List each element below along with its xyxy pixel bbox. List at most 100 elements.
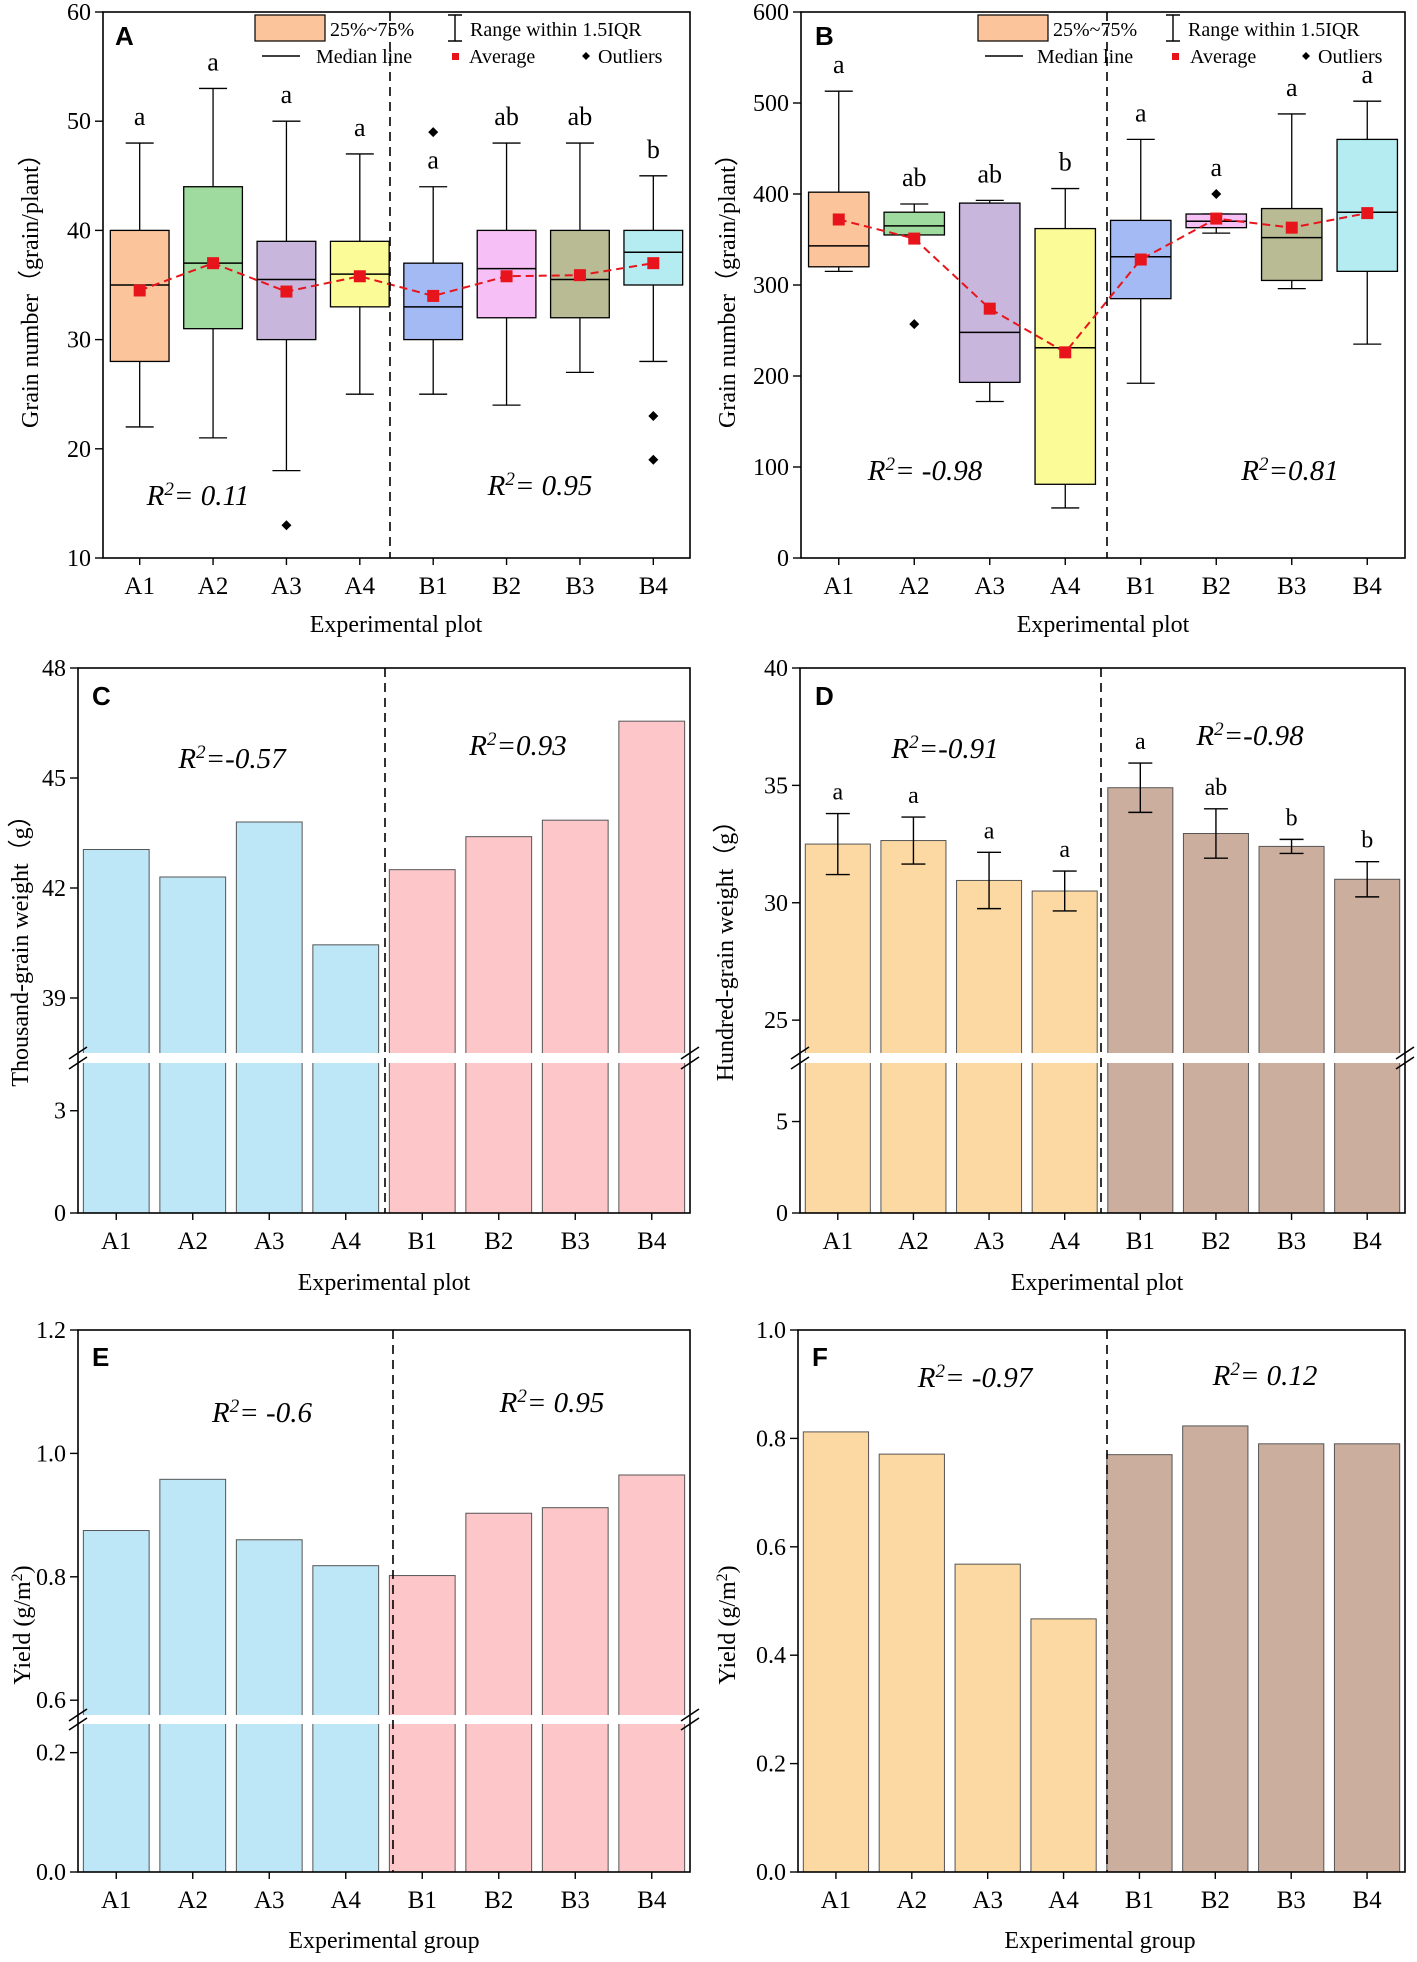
significance-letter: a [984,818,995,844]
y-axis-label-text: Thousand-grain weight（g） [8,803,34,1086]
y-axis-label: Thousand-grain weight（g） [8,803,34,1086]
x-tick-label: A3 [254,1887,285,1914]
bar-A2 [880,840,947,1214]
x-axis-label: Experimental plot [310,612,483,638]
y-tick-label: 300 [753,273,789,299]
r2-label-a-group-value: = -0.97 [945,1362,1034,1394]
legend-range-symbol [1166,14,1180,42]
significance-letter: a [1210,153,1222,182]
r2-label-a-group: R2= -0.6 [211,1396,312,1430]
significance-letter: a [1361,60,1373,89]
y-tick-label: 0 [54,1201,66,1227]
x-tick-label: B1 [408,1887,437,1914]
y-tick-label: 200 [753,364,789,390]
y-tick-label: 0.2 [756,1752,786,1778]
significance-letter: ab [568,102,593,131]
plot-frame [77,1329,691,1873]
mean-marker [207,257,220,270]
plot-frame [800,11,1406,559]
y-tick-label: 42 [42,876,66,902]
legend: 25%~75% Range within 1.5IQR Median line Ave… [254,14,663,68]
box-B4 [1336,138,1399,272]
bar-B4 [618,1474,686,1873]
r2-label-b-group-r: R [1240,455,1259,487]
bar-A4 [312,944,380,1214]
r2-label-a-group: R2=-0.57 [177,742,287,776]
y-tick-label: 20 [67,437,91,463]
r2-label-b-group-r: R [1195,720,1214,752]
r2-label-b-group-r: R [468,730,487,762]
bar-B3 [1258,845,1325,1214]
significance-letter: ab [494,102,519,131]
panel-E: 0.6 0.8 1.0 1.2 0.0 0.2 A1 A2 A3 A4 B1 B2 B3 B4 E Yield… [9,1318,702,1954]
bar-B2 [1182,833,1249,1214]
r2-label-a-group-r: R [917,1362,936,1394]
significance-letter: b [1059,148,1072,177]
r2-label-a-group-value: =-0.91 [919,733,999,765]
significance-letter: b [1286,805,1298,831]
bar-B1 [388,869,456,1214]
x-tick-label: A4 [1049,1228,1080,1255]
bar-A2 [159,1478,227,1873]
y-axis-label: Grain number（grain/plant） [715,142,741,428]
mean-marker [573,269,586,282]
y-tick-label: 40 [67,218,91,244]
x-tick-label: B2 [492,573,521,600]
y-tick-label: 45 [42,766,66,792]
bar-A4 [1031,890,1098,1214]
bar-B3 [541,1507,609,1873]
significance-letter: a [832,780,843,806]
x-tick-label: B3 [561,1228,590,1255]
x-tick-label: B1 [1125,1887,1154,1914]
r2-label-b-group-value: =-0.98 [1224,720,1304,752]
x-tick-label: B4 [1353,573,1383,600]
r2-label-b-group: R2=0.81 [1240,454,1339,488]
y-tick-label: 0.2 [36,1741,66,1767]
y-tick-label: 400 [753,182,789,208]
y-axis-label-text: Hundred-grain weight（g） [713,809,739,1082]
r2-label-a-group: R2= -0.98 [867,454,983,488]
mean-trend-line [838,212,1368,354]
r2-label-a-group: R2= 0.11 [146,479,250,513]
legend-median-label: Median line [316,46,412,68]
x-tick-label: B2 [1201,1887,1230,1914]
r2-label-b-group-value: =0.81 [1268,455,1338,487]
r2-label-b-group-value: = 0.95 [527,1387,605,1419]
outlier-point [428,127,439,138]
mean-marker [908,232,921,245]
r2-label-a-group-sup: 2 [909,732,919,753]
r2-label-b-group: R2=-0.98 [1195,719,1304,753]
bar-B1 [1106,1454,1173,1873]
legend-range-label: Range within 1.5IQR [470,19,642,41]
x-tick-label: B3 [1277,1887,1306,1914]
legend-outlier-symbol [1302,52,1310,60]
x-tick-label: B4 [637,1228,667,1255]
r2-label-b-group-sup: 2 [1230,1359,1240,1380]
y-axis-label-sup: 2 [9,1573,26,1581]
x-tick-label: A3 [254,1228,285,1255]
x-tick-label: B1 [1126,573,1155,600]
r2-label-b-group-sup: 2 [487,729,497,750]
x-tick-label: B4 [1353,1228,1383,1255]
x-tick-label: A4 [1048,1887,1079,1914]
bar-B1 [1107,787,1174,1214]
y-tick-label: 50 [67,109,91,135]
x-tick-label: A3 [974,573,1005,600]
r2-label-a-group-r: R [867,455,886,487]
outlier-point [281,520,292,531]
x-tick-label: A2 [198,573,229,600]
legend-box-label: 25%~75% [1053,19,1137,41]
y-tick-label: 1.2 [36,1318,66,1344]
legend-range-symbol [448,14,462,42]
y-tick-label: 39 [42,986,66,1012]
y-tick-label: 3 [54,1099,66,1125]
panel-F: 0.0 0.2 0.4 0.6 0.8 1.0 A1 A2 A3 A4 B1 B2 B3 B4 F Yield… [714,1318,1406,1954]
r2-label-b-group: R2= 0.95 [487,469,593,503]
bar-B3 [1258,1443,1325,1873]
legend-average-label: Average [469,46,535,68]
r2-label-b-group: R2= 0.95 [499,1386,605,1420]
y-tick-label: 0 [776,1201,788,1227]
y-axis-label: Yield (g/m2) [9,1565,37,1684]
significance-letter: a [1059,837,1070,863]
r2-label-b-group-value: = 0.12 [1240,1360,1318,1392]
